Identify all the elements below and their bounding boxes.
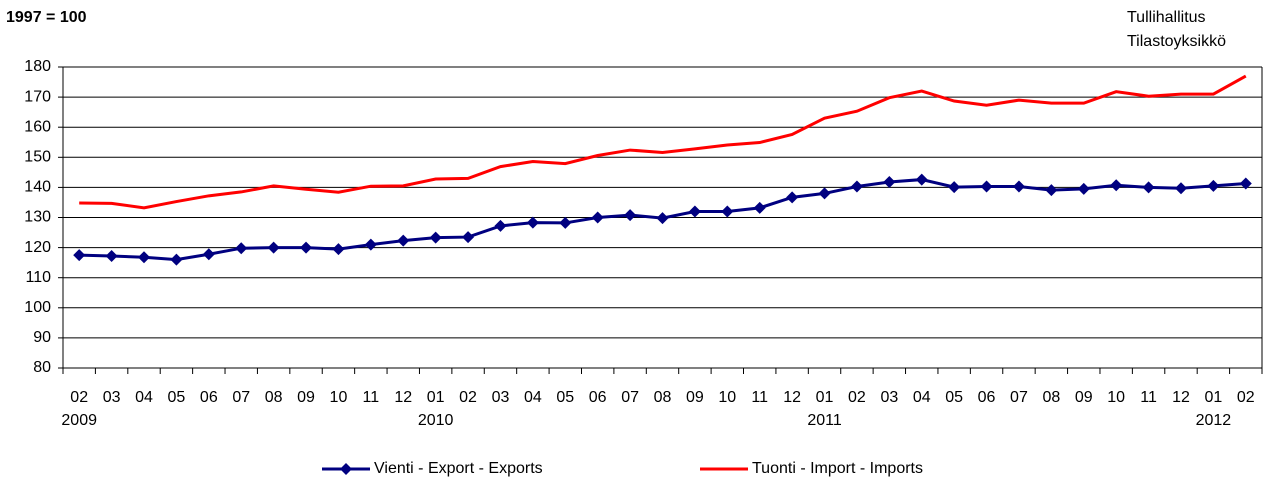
series-line xyxy=(79,74,1247,210)
x-tick-label: 09 xyxy=(297,389,315,406)
x-tick-label: 10 xyxy=(718,389,736,406)
data-point xyxy=(105,250,118,263)
x-tick-label: 01 xyxy=(1204,389,1222,406)
x-tick-label: 01 xyxy=(816,389,834,406)
data-point xyxy=(656,212,669,225)
x-tick-label: 04 xyxy=(913,389,931,406)
data-point xyxy=(1239,177,1252,190)
data-point xyxy=(1077,182,1090,195)
x-tick-label: 07 xyxy=(1010,389,1028,406)
x-tick-label: 05 xyxy=(945,389,963,406)
data-point xyxy=(721,205,734,218)
x-tick-label: 08 xyxy=(1042,389,1060,406)
data-point xyxy=(1174,182,1187,195)
x-tick-label: 02 xyxy=(848,389,866,406)
data-point xyxy=(786,191,799,204)
legend-marker xyxy=(340,463,352,475)
x-tick-label: 07 xyxy=(621,389,639,406)
x-tick-label: 10 xyxy=(330,389,348,406)
x-tick-label: 02 xyxy=(1237,389,1255,406)
data-point xyxy=(202,248,215,261)
x-tick-label: 03 xyxy=(880,389,898,406)
x-tick-label: 03 xyxy=(103,389,121,406)
data-point xyxy=(883,175,896,188)
x-tick-label: 11 xyxy=(751,389,768,406)
data-point xyxy=(364,238,377,251)
x-tick-label: 05 xyxy=(556,389,574,406)
y-tick-label: 130 xyxy=(24,209,51,226)
x-group-label: 2011 xyxy=(807,412,842,429)
x-tick-label: 04 xyxy=(524,389,542,406)
y-tick-label: 150 xyxy=(24,149,51,166)
x-tick-label: 12 xyxy=(394,389,412,406)
data-point xyxy=(494,219,507,232)
data-point xyxy=(267,241,280,254)
data-point xyxy=(332,243,345,256)
data-point xyxy=(850,180,863,193)
source-line: Tilastoyksikkö xyxy=(1127,33,1226,50)
x-tick-label: 09 xyxy=(1075,389,1093,406)
chart-title: 1997 = 100 xyxy=(6,9,87,26)
legend-label: Vienti - Export - Exports xyxy=(374,460,543,477)
x-group-label: 2012 xyxy=(1196,412,1232,429)
y-tick-label: 80 xyxy=(33,359,51,376)
y-tick-label: 100 xyxy=(24,299,51,316)
x-tick-label: 09 xyxy=(686,389,704,406)
data-point xyxy=(235,242,248,255)
data-point xyxy=(1110,179,1123,192)
x-tick-label: 01 xyxy=(427,389,445,406)
x-tick-label: 04 xyxy=(135,389,153,406)
y-tick-label: 170 xyxy=(24,88,51,105)
x-tick-label: 07 xyxy=(232,389,250,406)
x-tick-label: 05 xyxy=(168,389,186,406)
data-point xyxy=(1142,181,1155,194)
data-point xyxy=(138,251,151,264)
y-tick-label: 110 xyxy=(25,269,51,286)
x-tick-label: 08 xyxy=(654,389,672,406)
data-point xyxy=(688,205,701,218)
x-tick-label: 12 xyxy=(1172,389,1190,406)
x-tick-label: 06 xyxy=(589,389,607,406)
data-point xyxy=(753,201,766,214)
x-group-label: 2009 xyxy=(61,412,97,429)
x-tick-label: 10 xyxy=(1107,389,1125,406)
x-group-label: 2010 xyxy=(418,412,454,429)
data-point xyxy=(624,209,637,222)
x-tick-label: 11 xyxy=(1140,389,1157,406)
legend-label: Tuonti - Import - Imports xyxy=(752,460,923,477)
data-point xyxy=(1045,184,1058,197)
x-tick-label: 06 xyxy=(200,389,218,406)
data-point xyxy=(73,249,86,262)
data-point xyxy=(429,231,442,244)
data-point xyxy=(915,173,928,186)
y-tick-label: 120 xyxy=(24,239,51,256)
data-point xyxy=(526,216,539,229)
data-point xyxy=(818,187,831,200)
data-point xyxy=(591,211,604,224)
data-point xyxy=(559,216,572,229)
data-point xyxy=(462,231,475,244)
data-point xyxy=(170,253,183,266)
y-tick-label: 180 xyxy=(24,58,51,75)
data-point xyxy=(300,241,313,254)
x-tick-label: 03 xyxy=(492,389,510,406)
data-point xyxy=(980,180,993,193)
y-tick-label: 160 xyxy=(24,118,51,135)
source-line: Tullihallitus xyxy=(1127,9,1206,26)
data-point xyxy=(1207,179,1220,192)
x-tick-label: 11 xyxy=(363,389,380,406)
data-point xyxy=(1012,180,1025,193)
x-tick-label: 06 xyxy=(978,389,996,406)
x-tick-label: 02 xyxy=(459,389,477,406)
y-tick-label: 140 xyxy=(24,179,51,196)
y-tick-label: 90 xyxy=(33,329,51,346)
x-tick-label: 12 xyxy=(783,389,801,406)
data-point xyxy=(948,181,961,194)
data-point xyxy=(397,234,410,247)
x-tick-label: 08 xyxy=(265,389,283,406)
x-tick-label: 02 xyxy=(70,389,88,406)
